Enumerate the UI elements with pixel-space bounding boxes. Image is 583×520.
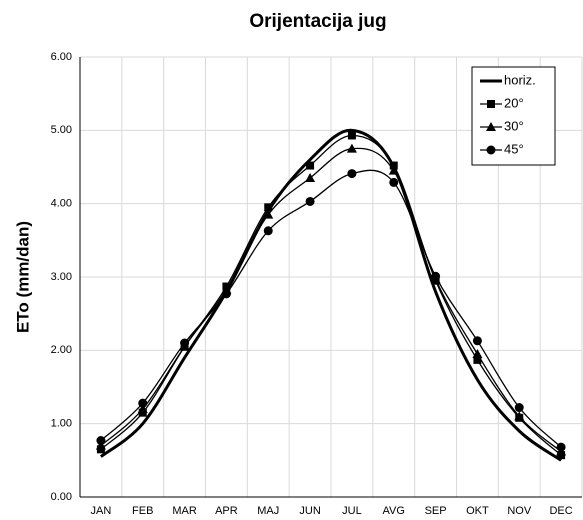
legend-box [471, 66, 556, 166]
x-tick-label: FEB [132, 505, 153, 517]
y-tick-label: 0.00 [51, 491, 72, 503]
marker [389, 161, 398, 170]
marker [305, 196, 315, 206]
y-tick-label: 4.00 [51, 198, 72, 210]
marker [347, 131, 356, 140]
marker [180, 338, 190, 348]
y-tick-label: 2.00 [51, 344, 72, 356]
marker [431, 271, 441, 281]
marker [487, 100, 495, 108]
x-tick-label: APR [215, 505, 238, 517]
y-axis-label: ETo (mm/dan) [13, 221, 32, 333]
marker [472, 349, 483, 358]
marker [221, 289, 231, 299]
x-tick-label: JUN [299, 505, 320, 517]
x-tick-label: OKT [466, 505, 489, 517]
x-tick-label: JAN [91, 505, 112, 517]
y-tick-label: 3.00 [51, 271, 72, 283]
x-tick-label: MAJ [257, 505, 279, 517]
chart-title: Orijentacija jug [249, 11, 386, 32]
marker [137, 404, 148, 413]
x-tick-label: MAR [172, 505, 197, 517]
legend-label: 45° [504, 141, 524, 156]
x-tick-label: NOV [507, 505, 532, 517]
series-line [99, 128, 562, 462]
marker [486, 122, 496, 131]
marker [264, 203, 273, 212]
marker [388, 165, 399, 175]
marker [305, 173, 316, 182]
marker [263, 209, 274, 219]
x-tick-label: JUL [342, 505, 362, 517]
x-tick-label: AVG [383, 505, 405, 517]
marker [346, 143, 357, 153]
marker [514, 411, 525, 421]
marker [486, 145, 496, 155]
x-tick-label: DEC [549, 505, 572, 517]
y-tick-label: 5.00 [51, 124, 72, 136]
legend-label: horiz. [504, 72, 536, 87]
marker [389, 177, 399, 187]
marker [473, 355, 482, 364]
y-tick-label: 6.00 [51, 51, 72, 63]
marker [95, 440, 106, 450]
marker [556, 442, 566, 452]
marker [306, 161, 315, 170]
marker [472, 336, 482, 346]
x-tick-label: SEP [425, 505, 447, 517]
marker [263, 226, 273, 236]
legend-label: 30° [504, 118, 524, 133]
marker [138, 398, 148, 408]
legend-label: 20° [504, 95, 524, 110]
y-tick-label: 1.00 [51, 418, 72, 430]
marker [96, 436, 106, 446]
marker [347, 169, 357, 179]
marker [514, 403, 524, 413]
